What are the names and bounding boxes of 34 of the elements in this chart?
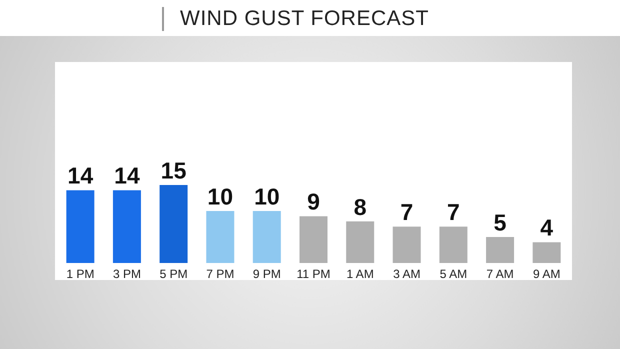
data-label: 5 xyxy=(494,210,507,236)
x-tick-label: 5 PM xyxy=(160,267,188,281)
chart-title: WIND GUST FORECAST xyxy=(180,7,429,31)
data-label: 7 xyxy=(400,199,414,226)
bar xyxy=(206,211,234,263)
bar xyxy=(346,221,374,263)
data-label: 4 xyxy=(540,214,554,241)
x-tick-label: 11 PM xyxy=(296,267,330,281)
bar xyxy=(160,185,188,263)
x-tick-label: 3 AM xyxy=(393,267,420,281)
bar xyxy=(486,237,514,263)
x-tick-label: 3 PM xyxy=(112,267,141,281)
bar xyxy=(252,211,281,263)
bar xyxy=(392,226,421,263)
bar xyxy=(66,190,94,263)
data-label: 7 xyxy=(447,199,460,226)
x-tick-label: 7 AM xyxy=(486,267,514,281)
x-tick-label: 9 PM xyxy=(252,267,281,281)
data-label: 8 xyxy=(354,194,367,220)
bar xyxy=(532,242,561,263)
data-label: 10 xyxy=(207,184,234,210)
x-tick-label: 1 PM xyxy=(66,267,94,281)
data-label: 14 xyxy=(114,162,140,189)
data-label: 15 xyxy=(160,158,187,184)
data-label: 9 xyxy=(307,188,320,215)
x-tick-label: 5 AM xyxy=(440,267,468,281)
bar xyxy=(300,216,328,263)
x-tick-label: 7 PM xyxy=(206,267,234,281)
x-tick-label: 9 AM xyxy=(533,267,560,281)
bar xyxy=(112,190,141,263)
x-tick-label: 1 AM xyxy=(346,267,374,281)
data-label: 10 xyxy=(254,184,280,210)
data-label: 14 xyxy=(68,162,94,189)
bar xyxy=(439,226,468,263)
